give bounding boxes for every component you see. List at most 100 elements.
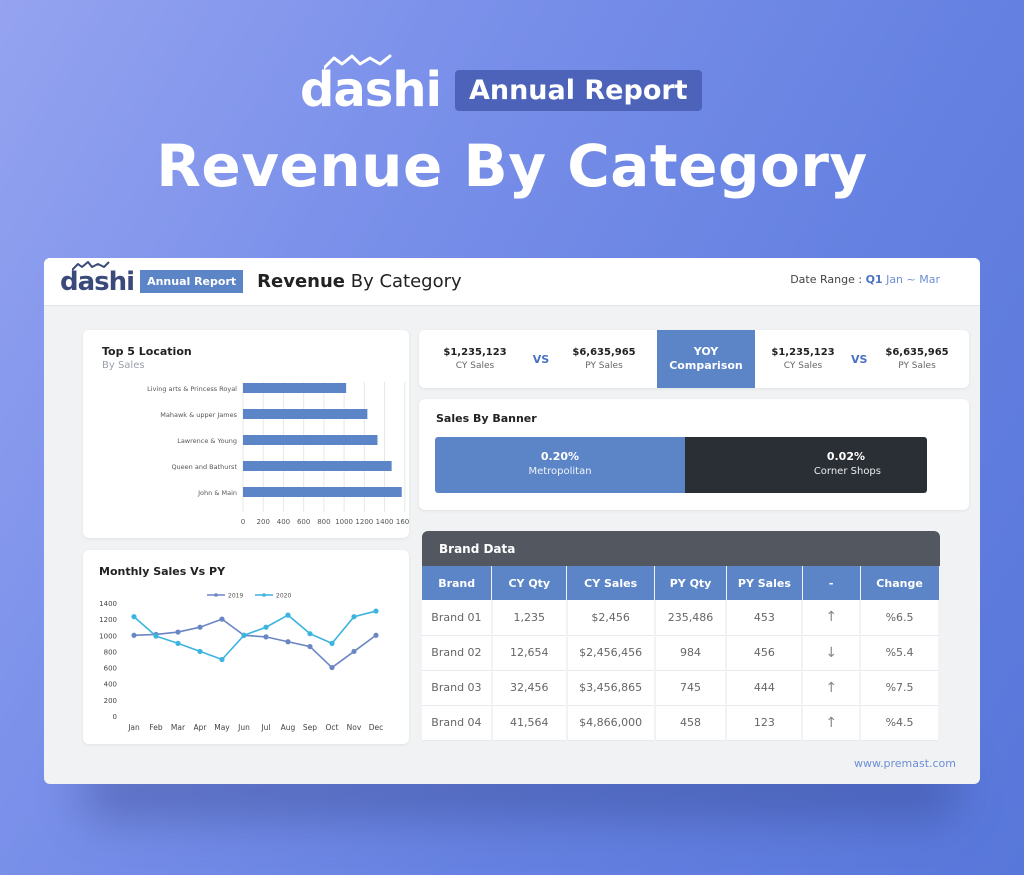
hero-logo: dashi: [300, 54, 442, 114]
bar: [243, 487, 402, 497]
yoy-left-py: $6,635,965 PY Sales: [572, 347, 636, 371]
table-cell: 32,456: [491, 670, 568, 706]
table-cell: 458: [654, 705, 728, 741]
table-cell: Brand 04: [422, 705, 493, 741]
table-header-cell[interactable]: -: [802, 566, 861, 600]
x-tick-label: Oct: [326, 723, 339, 732]
y-tick-label: 200: [104, 697, 117, 705]
table-cell: 453: [726, 600, 804, 636]
table-row[interactable]: Brand 01 1,235 $2,456 235,486 453 ↑ %6.5: [422, 600, 940, 636]
table-cell: $2,456: [566, 600, 656, 636]
yoy-right-py: $6,635,965 PY Sales: [885, 347, 949, 371]
x-tick-label: 600: [297, 518, 310, 526]
table-header-cell[interactable]: Brand: [422, 566, 493, 600]
top5-location-card: Top 5 Location By Sales 0 200 400 600 800 100…: [83, 330, 409, 538]
banner-bar: 0.20% Metropolitan 0.02% Corner Shops: [435, 437, 927, 493]
x-tick-label: 800: [317, 518, 330, 526]
x-tick-label: Mar: [171, 723, 186, 732]
data-point: [175, 629, 181, 635]
brand-table: Brand CY Qty CY Sales PY Qty PY Sales - Change…: [422, 566, 940, 741]
table-cell: $2,456,456: [566, 635, 656, 671]
data-point: [307, 631, 313, 637]
table-cell: 1,235: [491, 600, 568, 636]
table-header-cell[interactable]: PY Sales: [726, 566, 803, 600]
category-label: Mahawk & upper James: [160, 411, 237, 419]
table-row[interactable]: Brand 03 32,456 $3,456,865 745 444 ↑ %7.5: [422, 670, 940, 706]
arrow-down-icon: ↓: [802, 635, 862, 671]
table-cell: $3,456,865: [566, 670, 656, 706]
monthly-title: Monthly Sales Vs PY: [99, 565, 226, 578]
dashboard: dashi Annual Report Revenue By Category …: [44, 258, 980, 784]
x-tick-label: 1400: [376, 518, 394, 526]
table-cell: Brand 01: [422, 600, 493, 636]
data-point: [285, 639, 291, 645]
category-label: Lawrence & Young: [177, 437, 237, 445]
y-tick-label: 1200: [99, 616, 117, 624]
banner-metropolitan[interactable]: 0.20% Metropolitan: [435, 437, 685, 493]
arrow-up-icon: ↑: [802, 670, 862, 706]
x-tick-label: 1600: [396, 518, 409, 526]
header-badge: Annual Report: [140, 270, 244, 293]
monthly-sales-card: Monthly Sales Vs PY 0 200 400 600 800 1000 120…: [83, 550, 409, 744]
category-label: John & Main: [197, 489, 237, 497]
vs-label: VS: [532, 352, 550, 366]
y-tick-label: 800: [104, 648, 117, 656]
bar: [243, 435, 378, 445]
x-tick-label: 1000: [335, 518, 353, 526]
table-cell: $4,866,000: [566, 705, 656, 741]
x-tick-label: Sep: [303, 723, 317, 732]
data-point: [241, 632, 247, 638]
top5-bar-chart: 020040060080010001200140016001800Living …: [147, 382, 409, 526]
y-tick-label: 1400: [99, 600, 117, 608]
category-label: Queen and Bathurst: [171, 463, 237, 471]
yoy-comparison-button[interactable]: YOY Comparison: [657, 330, 755, 388]
x-tick-label: Dec: [369, 723, 384, 732]
x-tick-label: Nov: [347, 723, 362, 732]
x-tick-label: 1200: [355, 518, 373, 526]
y-tick-label: 0: [113, 713, 117, 721]
table-header-cell[interactable]: CY Qty: [491, 566, 568, 600]
data-point: [153, 633, 159, 639]
x-tick-label: Aug: [281, 723, 296, 732]
brand-title: Brand Data: [422, 531, 940, 566]
table-header-cell[interactable]: CY Sales: [566, 566, 656, 600]
data-point: [219, 656, 225, 663]
data-point: [373, 632, 379, 638]
table-cell: 984: [654, 635, 728, 671]
top5-title: Top 5 Location: [102, 345, 192, 358]
data-point: [373, 608, 379, 614]
data-point: [175, 640, 181, 646]
table-cell: 235,486: [654, 600, 728, 636]
bar: [243, 461, 392, 471]
table-row[interactable]: Brand 04 41,564 $4,866,000 458 123 ↑ %4.5: [422, 705, 940, 741]
x-tick-label: May: [214, 723, 230, 732]
table-header-row: Brand CY Qty CY Sales PY Qty PY Sales - Change: [422, 566, 940, 600]
y-tick-label: 600: [104, 665, 117, 673]
logo-wave-icon: [324, 54, 392, 70]
series-line-2020: [133, 610, 377, 661]
y-tick-label: 1000: [99, 632, 117, 640]
hero-logo-group: dashi Annual Report: [300, 54, 702, 120]
sales-by-banner-card: Sales By Banner 0.20% Metropolitan 0.02%…: [419, 399, 969, 510]
data-point: [307, 643, 313, 650]
footer-link[interactable]: www.premast.com: [854, 757, 956, 770]
page-title: Revenue By Category: [257, 271, 462, 292]
table-header-cell[interactable]: PY Qty: [654, 566, 727, 600]
x-tick-label: Apr: [194, 723, 208, 732]
data-point: [263, 624, 269, 630]
table-row[interactable]: Brand 02 12,654 $2,456,456 984 456 ↓ %5.4: [422, 635, 940, 671]
table-header-cell[interactable]: Change: [860, 566, 940, 600]
legend-marker: [262, 593, 266, 597]
table-cell: %6.5: [860, 600, 940, 636]
series-line-2019: [133, 618, 377, 669]
table-cell: %5.4: [860, 635, 940, 671]
dashboard-header: dashi Annual Report Revenue By Category …: [44, 258, 980, 306]
arrow-up-icon: ↑: [802, 705, 862, 741]
x-tick-label: 0: [241, 518, 245, 526]
table-cell: 745: [654, 670, 728, 706]
top5-subtitle: By Sales: [102, 360, 145, 371]
table-cell: Brand 02: [422, 635, 493, 671]
date-range[interactable]: Date Range : Q1 Jan ~ Mar: [790, 273, 940, 286]
banner-corner-shops[interactable]: 0.02% Corner Shops: [685, 437, 927, 493]
yoy-left-cy: $1,235,123 CY Sales: [443, 347, 507, 371]
